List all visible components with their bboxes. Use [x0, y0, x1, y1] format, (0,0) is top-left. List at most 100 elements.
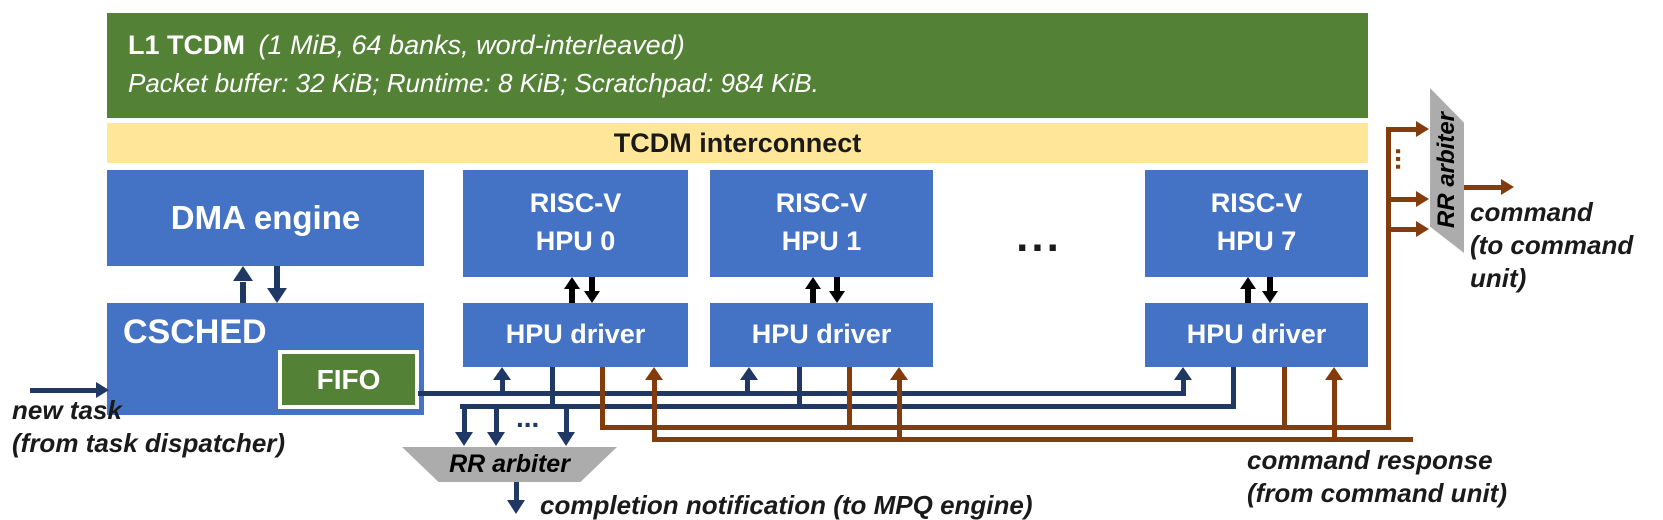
hpu0-up-shaft	[569, 287, 575, 303]
right-arbiter-in2-shaft	[1391, 197, 1416, 202]
hpu1-driver-label: HPU driver	[751, 319, 892, 349]
fifo-label: FIFO	[316, 364, 381, 395]
command-label: command (to command unit)	[1470, 196, 1633, 295]
bottom-rr-arbiter	[402, 447, 617, 482]
arbiter-stub2-arrowhead	[487, 432, 505, 446]
new-task-arrowhead	[96, 382, 109, 398]
hpu0-driver-label: HPU driver	[505, 319, 646, 349]
task-bus-up0-shaft	[500, 380, 505, 396]
l1-tcdm-box: L1 TCDM (1 MiB, 64 banks, word-interleav…	[107, 13, 1368, 118]
command-label-line1: command	[1470, 197, 1593, 227]
response-up0-shaft	[652, 380, 657, 442]
command-out-shaft	[1464, 185, 1501, 190]
task-bus-line	[418, 391, 1186, 396]
riscv-hpu0-box: RISC-V HPU 0	[463, 170, 688, 277]
l1-tcdm-title: L1 TCDM	[128, 30, 245, 60]
riscv-hpu7-box: RISC-V HPU 7	[1145, 170, 1368, 277]
right-arbiter-in1-shaft	[1391, 127, 1416, 132]
command-out-arrowhead	[1501, 179, 1514, 195]
command-response-line2: (from command unit)	[1247, 478, 1507, 508]
hpu7-down-arrowhead	[1262, 291, 1278, 303]
completion-down1	[797, 367, 802, 409]
riscv-hpu1-line2: HPU 1	[781, 226, 862, 256]
completion-down0	[550, 367, 555, 409]
new-task-label-line1: new task	[12, 395, 122, 425]
dma-csched-up-arrowhead	[233, 266, 253, 281]
response-up7-arrowhead	[1325, 367, 1343, 380]
riscv-hpu0-line2: HPU 0	[535, 226, 616, 256]
hpu1-down-shaft	[834, 277, 840, 292]
riscv-hpu7-line1: RISC-V	[1210, 188, 1303, 218]
hpu7-driver-label: HPU driver	[1186, 319, 1327, 349]
command-down7	[1282, 367, 1287, 430]
command-bus-line	[600, 425, 1391, 430]
right-arbiter-in3-shaft	[1391, 227, 1416, 232]
hpu7-down-shaft	[1267, 277, 1273, 292]
bottom-arbiter-ellipsis: ...	[516, 402, 540, 433]
hpu1-up-shaft	[810, 287, 816, 303]
arbiter-stub1-arrowhead	[455, 432, 473, 446]
task-bus-up0-arrowhead	[493, 367, 511, 380]
dma-csched-down-arrowhead	[267, 288, 287, 303]
command-response-label: command response (from command unit)	[1247, 444, 1507, 510]
hpu1-driver-box: HPU driver	[710, 303, 933, 367]
l1-tcdm-title-row: L1 TCDM (1 MiB, 64 banks, word-interleav…	[128, 26, 1368, 64]
task-bus-up7-shaft	[1181, 380, 1186, 396]
response-up7-shaft	[1332, 380, 1337, 442]
riscv-hpu0-line1: RISC-V	[529, 188, 622, 218]
response-bus-line	[652, 437, 1413, 442]
hpu1-down-arrowhead	[829, 291, 845, 303]
right-arbiter-in2-arrowhead	[1416, 191, 1429, 207]
new-task-label: new task (from task dispatcher)	[12, 394, 285, 460]
new-task-arrow-shaft	[30, 388, 96, 393]
command-label-line2: (to command	[1470, 230, 1634, 260]
command-bus-riser	[1386, 127, 1391, 430]
task-bus-up1-arrowhead	[740, 367, 758, 380]
hpu1-up-arrowhead	[805, 277, 821, 289]
arbiter-stub2	[494, 409, 499, 432]
arbiter-stub1	[462, 409, 467, 432]
tcdm-interconnect-label: TCDM interconnect	[613, 128, 862, 158]
command-down1	[847, 367, 852, 425]
l1-tcdm-subtitle: Packet buffer: 32 KiB; Runtime: 8 KiB; S…	[128, 68, 819, 98]
right-rr-arbiter-label: RR arbiter	[1433, 111, 1460, 229]
response-up1-arrowhead	[890, 367, 908, 380]
hpu7-up-arrowhead	[1240, 277, 1256, 289]
task-bus-up7-arrowhead	[1174, 367, 1192, 380]
dma-csched-down-shaft	[274, 266, 280, 288]
command-response-line1: command response	[1247, 445, 1493, 475]
dma-engine-label: DMA engine	[170, 199, 361, 236]
csched-label: CSCHED	[123, 313, 267, 351]
right-arbiter-ellipsis: ...	[1390, 147, 1421, 171]
riscv-hpu7-line2: HPU 7	[1216, 226, 1297, 256]
task-bus-up1-shaft	[745, 380, 750, 396]
hpu-ellipsis: ...	[1016, 212, 1062, 261]
command-label-line3: unit)	[1470, 263, 1527, 293]
hpu0-down-arrowhead	[584, 291, 600, 303]
completion-out-shaft	[514, 482, 519, 500]
hpu0-down-shaft	[589, 277, 595, 292]
hpu0-up-arrowhead	[564, 277, 580, 289]
right-arbiter-in3-arrowhead	[1416, 221, 1429, 237]
tcdm-interconnect-bar: TCDM interconnect	[107, 123, 1368, 163]
hpu0-driver-box: HPU driver	[463, 303, 688, 367]
right-arbiter-in1-arrowhead	[1416, 121, 1429, 137]
new-task-label-line2: (from task dispatcher)	[12, 428, 286, 458]
l1-tcdm-title-detail: (1 MiB, 64 banks, word-interleaved)	[258, 30, 685, 60]
response-up1-shaft	[897, 380, 902, 442]
command-down0	[600, 367, 605, 425]
response-up0-arrowhead	[645, 367, 663, 380]
completion-down7	[1231, 367, 1236, 409]
hpu7-driver-box: HPU driver	[1145, 303, 1368, 367]
riscv-hpu1-line1: RISC-V	[775, 188, 868, 218]
riscv-hpu1-box: RISC-V HPU 1	[710, 170, 933, 277]
completion-out-arrowhead	[507, 500, 525, 514]
completion-label: completion notification (to MPQ engine)	[540, 490, 1033, 520]
arbiter-stub3	[564, 409, 569, 432]
bottom-rr-arbiter-label: RR arbiter	[449, 450, 570, 478]
fifo-box: FIFO	[278, 350, 419, 409]
arbiter-stub3-arrowhead	[557, 432, 575, 446]
dma-csched-up-shaft	[240, 282, 246, 303]
hpu7-up-shaft	[1245, 287, 1251, 303]
